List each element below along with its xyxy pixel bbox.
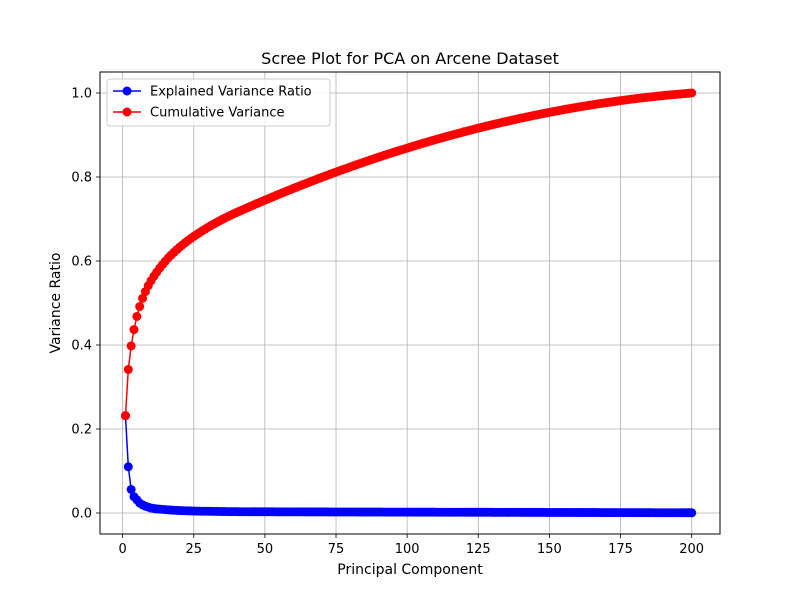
legend: Explained Variance Ratio Cumulative Vari… xyxy=(106,78,331,127)
y-tick-label: 1.0 xyxy=(71,87,92,102)
legend-marker-cumulative xyxy=(122,107,132,117)
x-tick-label: 100 xyxy=(395,542,420,557)
y-tick-label: 0.0 xyxy=(71,507,92,522)
cumulative-variance-point xyxy=(687,88,697,98)
cumulative-variance-point xyxy=(123,364,133,374)
chart-title: Scree Plot for PCA on Arcene Dataset xyxy=(261,49,559,68)
x-tick-label: 175 xyxy=(608,542,633,557)
y-tick-label: 0.6 xyxy=(71,255,92,270)
x-tick-label: 25 xyxy=(185,542,202,557)
cumulative-variance-point xyxy=(132,311,142,321)
cumulative-variance-point xyxy=(126,341,136,351)
y-axis-label: Variance Ratio xyxy=(48,253,64,354)
x-tick-label: 200 xyxy=(679,542,704,557)
explained-variance-point xyxy=(687,508,697,518)
cumulative-variance-point xyxy=(129,325,139,335)
cumulative-variance-series xyxy=(120,88,697,421)
x-tick-label: 50 xyxy=(257,542,274,557)
series-layer xyxy=(120,88,697,518)
legend-label-explained: Explained Variance Ratio xyxy=(150,85,312,100)
tick-layer: 0 25 50 75 100 125 150 175 200 0.0 0.2 0.4 0.6 0.8 1.0 xyxy=(71,87,704,558)
legend-box xyxy=(106,78,331,127)
legend-marker-explained xyxy=(122,86,132,96)
legend-label-cumulative: Cumulative Variance xyxy=(150,106,285,121)
explained-variance-point xyxy=(126,484,136,494)
cumulative-variance-point xyxy=(120,411,130,421)
x-tick-label: 75 xyxy=(328,542,345,557)
explained-variance-point xyxy=(123,462,133,472)
y-tick-label: 0.8 xyxy=(71,171,92,186)
explained-variance-series xyxy=(120,411,697,518)
x-axis-label: Principal Component xyxy=(337,562,483,578)
x-tick-label: 0 xyxy=(118,542,126,557)
plot-area-frame xyxy=(99,71,721,535)
y-tick-label: 0.4 xyxy=(71,339,92,354)
y-tick-label: 0.2 xyxy=(71,423,92,438)
cumulative-variance-point xyxy=(135,302,145,312)
x-tick-label: 150 xyxy=(537,542,562,557)
cumulative-variance-point xyxy=(138,293,148,303)
x-tick-label: 125 xyxy=(466,542,491,557)
